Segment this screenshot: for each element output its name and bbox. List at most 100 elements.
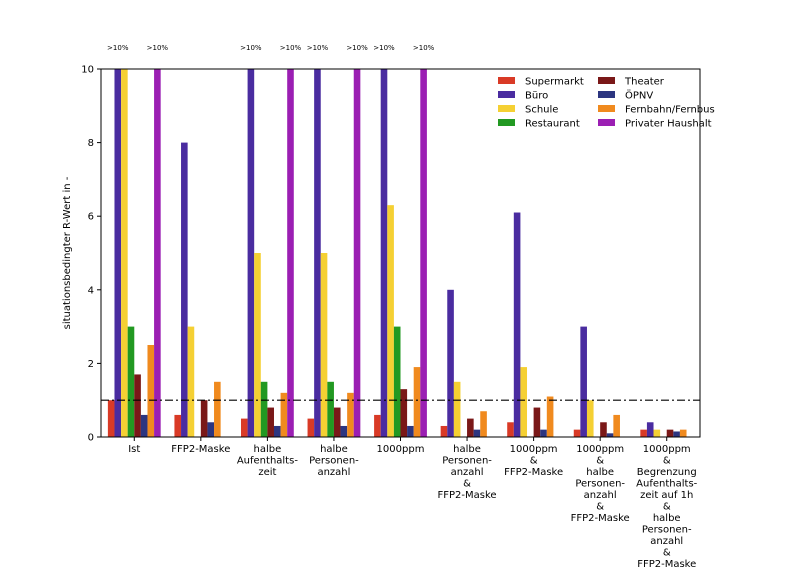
x-tick-label: FFP2-Maske <box>171 444 230 455</box>
bar-restaurant-0 <box>127 326 135 437</box>
bar-b-ro-6 <box>513 212 521 437</box>
bar-b-ro-5 <box>447 289 454 437</box>
bar--pnv-8 <box>673 431 680 437</box>
x-tick-label: 1000ppm & FFP2-Maske <box>504 444 563 478</box>
bar-schule-3 <box>320 253 328 437</box>
x-tick-label: 1000ppm <box>377 444 425 455</box>
bar--pnv-2 <box>273 425 281 437</box>
legend-label-fernbahn-fernbus: Fernbahn/Fernbus <box>625 105 715 116</box>
bar-b-ro-4 <box>380 69 388 437</box>
bar-theater-8 <box>666 429 674 437</box>
bar-schule-2 <box>254 253 261 437</box>
y-axis-label: situationsbedingter R-Wert in - <box>62 176 73 329</box>
bar-theater-3 <box>333 407 341 437</box>
bar-b-ro-1 <box>181 142 188 437</box>
bar-b-ro-2 <box>247 69 255 437</box>
bar-b-ro-7 <box>580 326 587 437</box>
bar-fernbahn-fernbus-8 <box>679 429 687 437</box>
legend-swatch-restaurant <box>498 119 515 126</box>
x-tick-label: 1000ppm & halbe Personen-anzahl & FFP2-Maske <box>571 444 630 524</box>
x-axis: Ist FFP2-Maske halbe Aufenthalts-zeit halbe P… <box>128 437 698 570</box>
bar-restaurant-3 <box>327 381 334 437</box>
bar-theater-6 <box>533 407 541 437</box>
legend-label--pnv: ÖPNV <box>625 89 653 102</box>
bar-supermarkt-4 <box>374 414 381 437</box>
bar-supermarkt-5 <box>440 425 448 437</box>
bar--pnv-6 <box>540 429 547 437</box>
bar-fernbahn-fernbus-5 <box>480 411 487 437</box>
bar-restaurant-2 <box>260 381 268 437</box>
bar-supermarkt-2 <box>240 418 248 437</box>
x-tick-label: halbe Personen-anzahl <box>309 444 359 478</box>
bar-theater-0 <box>134 374 141 437</box>
legend-swatch-supermarkt <box>498 77 515 84</box>
y-tick-label: 4 <box>88 285 94 296</box>
bar-fernbahn-fernbus-4 <box>413 367 421 437</box>
x-tick-label: halbe Aufenthalts-zeit <box>237 444 298 478</box>
bar-schule-8 <box>653 429 661 437</box>
annotations-group: >10% >10% >10% >10% >10% >10% >10% >10% <box>107 44 435 52</box>
legend-label-theater: Theater <box>624 77 665 88</box>
bar-privater-haushalt-3 <box>353 69 361 437</box>
x-tick-label: Ist <box>128 444 140 455</box>
legend-swatch--pnv <box>598 91 615 98</box>
bar-theater-4 <box>400 389 408 437</box>
bar-schule-4 <box>387 205 394 437</box>
bar-privater-haushalt-2 <box>287 69 294 437</box>
x-tick-label: halbe Personen-anzahl & FFP2-Maske <box>438 444 497 501</box>
bar-fernbahn-fernbus-6 <box>546 396 554 437</box>
bar-supermarkt-0 <box>107 400 115 437</box>
annotation-label: >10% <box>346 44 368 52</box>
x-tick-label: 1000ppm & Begrenzung Aufenthalts-zeit auf 1… <box>636 444 697 570</box>
y-axis: 0 2 4 6 8 10 <box>81 65 101 444</box>
y-tick-label: 10 <box>81 65 94 76</box>
bar-schule-1 <box>187 326 195 437</box>
bar-fernbahn-fernbus-2 <box>280 392 288 437</box>
bar--pnv-1 <box>207 422 215 437</box>
bar-supermarkt-6 <box>507 422 514 437</box>
legend-swatch-b-ro <box>498 91 515 98</box>
bar-privater-haushalt-0 <box>154 69 161 437</box>
bar-supermarkt-3 <box>307 418 315 437</box>
legend-label-privater-haushalt: Privater Haushalt <box>625 119 712 130</box>
annotation-label: >10% <box>413 44 435 52</box>
bar-schule-5 <box>453 381 461 437</box>
bar-fernbahn-fernbus-1 <box>214 381 221 437</box>
bar-supermarkt-7 <box>573 429 581 437</box>
legend-swatch-fernbahn-fernbus <box>598 105 615 112</box>
bar--pnv-3 <box>340 425 348 437</box>
legend-swatch-schule <box>498 105 515 112</box>
bars-group <box>107 69 687 437</box>
bar-schule-0 <box>121 69 128 437</box>
annotation-label: >10% <box>107 44 129 52</box>
annotation-label: >10% <box>240 44 262 52</box>
legend-label-schule: Schule <box>525 105 558 116</box>
annotation-label: >10% <box>373 44 395 52</box>
bar-fernbahn-fernbus-7 <box>613 414 620 437</box>
legend: Supermarkt Büro Schule Restaurant TheaterÖPN… <box>498 77 715 130</box>
bar--pnv-4 <box>407 425 414 437</box>
annotation-label: >10% <box>280 44 302 52</box>
annotation-label: >10% <box>147 44 169 52</box>
bar-schule-7 <box>586 400 594 437</box>
bar--pnv-7 <box>606 433 614 437</box>
bar-restaurant-4 <box>393 326 401 437</box>
bar-theater-5 <box>467 418 474 437</box>
legend-label-b-ro: Büro <box>525 91 548 102</box>
bar-supermarkt-1 <box>174 414 182 437</box>
bar--pnv-0 <box>140 414 148 437</box>
y-tick-label: 8 <box>88 138 94 149</box>
y-tick-label: 0 <box>88 433 94 444</box>
bar-schule-6 <box>520 367 528 437</box>
bar-privater-haushalt-4 <box>420 69 427 437</box>
y-tick-label: 2 <box>88 359 94 370</box>
legend-label-restaurant: Restaurant <box>525 119 580 130</box>
bar-fernbahn-fernbus-3 <box>347 392 354 437</box>
y-tick-label: 6 <box>88 212 94 223</box>
bar-b-ro-8 <box>646 422 654 437</box>
annotation-label: >10% <box>307 44 329 52</box>
legend-swatch-theater <box>598 77 615 84</box>
bar-theater-1 <box>200 400 208 437</box>
bar-b-ro-0 <box>114 69 122 437</box>
